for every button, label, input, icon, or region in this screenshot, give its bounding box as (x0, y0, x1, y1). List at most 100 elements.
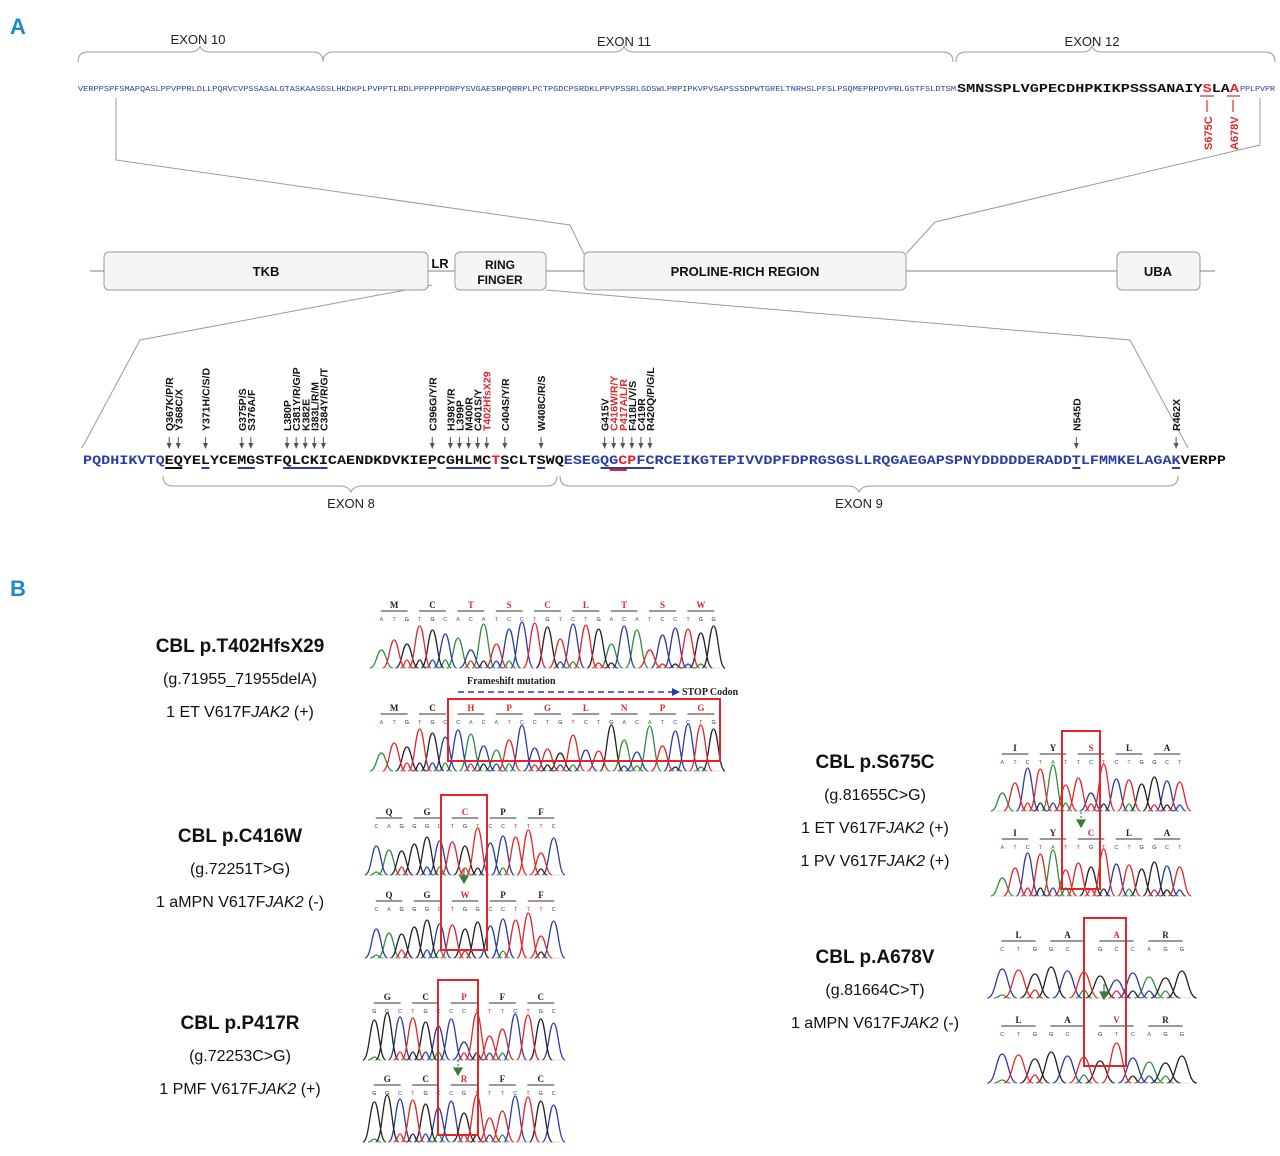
base-call: G (400, 907, 404, 913)
stop-codon-label: STOP Codon (682, 687, 739, 698)
domain-tkb-label: TKB (253, 264, 280, 279)
base-call: C (552, 1009, 556, 1015)
patient-post: (+) (296, 1081, 321, 1098)
trace-g (395, 724, 726, 772)
patient-pre: 1 PMF V617F (159, 1081, 258, 1098)
base-call: G (1180, 1032, 1184, 1038)
amino-acid-label: L (1126, 743, 1132, 753)
amino-acid-label: S (660, 600, 665, 610)
amino-acid-label: P (660, 703, 666, 713)
case-name: CBL p.S675C (815, 752, 935, 773)
case-a678v: CBL p.A678V (g.81664C>T) 1 aMPN V617FJAK… (755, 941, 995, 1040)
highlight-box-a678v (1083, 917, 1127, 1067)
base-call: G (1089, 845, 1093, 851)
mutation-label: T402HfsX29 (482, 371, 494, 431)
mutation-arrow-head (1073, 443, 1079, 449)
highlight-box-s675c (1061, 730, 1101, 890)
amino-acid-label: A (1064, 1015, 1071, 1025)
trace-g (362, 1012, 553, 1061)
amino-acid-label: G (697, 703, 704, 713)
patient-gene: JAK2 (251, 704, 290, 721)
base-call: C (1114, 760, 1118, 766)
base-call: T (507, 720, 511, 726)
case-s675c: CBL p.S675C (g.81655C>G) 1 ET V617FJAK2 … (755, 746, 995, 878)
base-call: T (1017, 947, 1021, 953)
base-call: T (1039, 760, 1043, 766)
amino-acid-label: H (467, 703, 474, 713)
trace-a (993, 1061, 1174, 1084)
amino-acid-label: F (538, 807, 544, 817)
base-call: C (513, 1091, 517, 1097)
chromatogram: Q G C P F C A G G G C T G T C C T T T C (364, 807, 566, 876)
mutation-label: Q367K/P/R (164, 377, 176, 431)
base-call: T (514, 907, 518, 913)
amino-acid-label: A (1064, 930, 1071, 940)
mutation-label: C404S/Y/R (500, 378, 512, 431)
mutation-label: N545D (1071, 398, 1083, 431)
base-call: G (425, 907, 429, 913)
exon-braces-bottom (162, 475, 1179, 494)
mutation-arrow-head (429, 443, 435, 449)
amino-acid-label: L (1015, 930, 1021, 940)
case-name: CBL p.T402HfsX29 (155, 636, 325, 657)
amino-acid-label: S (1088, 743, 1093, 753)
patient-pre: 1 aMPN V617F (155, 894, 266, 911)
patient-gene: JAK2 (258, 1081, 297, 1098)
mutation-label: F418L/V/S (627, 381, 639, 431)
base-call: T (392, 617, 396, 623)
mutation-label: Y371H/C/S/D (200, 368, 212, 431)
base-call: T (1039, 845, 1043, 851)
base-call: C (1000, 947, 1004, 953)
seq-blue-g: FCRCEIKGTEPIVVDPFDPRGSGSLLRQGAEGAPSPNYDD… (636, 453, 1180, 468)
protein-diagram: EXON 10 EXON 11 EXON 12 VERPPSPFSMAPQASL… (77, 32, 1276, 511)
trace-g (362, 1094, 553, 1143)
mutation-label: C419R (636, 398, 648, 431)
top-sequence-blue: VERPPSPFSMAPQASLPPVPPRLDLLPQRVCVPSSASALG… (78, 86, 956, 94)
base-call: G (412, 907, 416, 913)
base-call: T (686, 617, 690, 623)
base-call: G (711, 617, 715, 623)
patient-post: (+) (289, 704, 314, 721)
base-call: C (449, 1009, 453, 1015)
base-call: T (1127, 845, 1131, 851)
base-call: C (552, 824, 556, 830)
base-call: C (673, 617, 677, 623)
case-t402hfsx29: CBL p.T402HfsX29 (g.71955_71955delA) 1 E… (120, 630, 360, 729)
trace-g (390, 836, 548, 876)
trace-a (369, 725, 708, 772)
base-call: T (1127, 760, 1131, 766)
base-call: A (469, 720, 473, 726)
panel-a-label: A (10, 14, 26, 39)
trace-c (425, 723, 701, 772)
seq-blue-a: PQDHIKVTQ (83, 453, 165, 468)
amino-acid-label: G (423, 890, 430, 900)
base-call: T (1077, 760, 1081, 766)
chromatogram-panels: M C T S C L T S W A T G T G C A C A T C C T G T C T G A C A T C C T G G M C H P… (362, 600, 1197, 1143)
chromatogram: G C P F CG G C T G C C C T T T C T G C (362, 992, 566, 1061)
domain-uba (1116, 251, 1201, 291)
mutation-label: R420Q/P/G/L (645, 367, 657, 431)
amino-acid-label: G (384, 1074, 391, 1084)
base-call: T (527, 907, 531, 913)
base-call: G (1163, 947, 1167, 953)
trace-t (393, 1012, 541, 1061)
ring-finger-line-2: FINGER (477, 273, 523, 287)
base-call: G (1180, 947, 1184, 953)
base-call: C (462, 1009, 466, 1015)
base-call: C (488, 824, 492, 830)
mutation-label: C401S/Y (473, 389, 485, 431)
mutation-arrow-head (638, 443, 644, 449)
base-call: C (507, 617, 511, 623)
base-call: G (539, 1009, 543, 1015)
case-patient: 1 ET V617FJAK2 (+) (120, 696, 360, 729)
base-call: C (552, 907, 556, 913)
chromatogram: M C H P G L N P G A T G T G C C A C A T C C T G T C T G A C A T C C T G (369, 703, 726, 772)
base-call: C (438, 907, 442, 913)
amino-acid-label: G (544, 703, 551, 713)
amino-acid-label: P (461, 992, 467, 1002)
base-call: A (387, 907, 391, 913)
base-call: G (699, 617, 703, 623)
domain-proline-rich-label: PROLINE-RICH REGION (671, 264, 820, 279)
base-call: G (1140, 760, 1144, 766)
